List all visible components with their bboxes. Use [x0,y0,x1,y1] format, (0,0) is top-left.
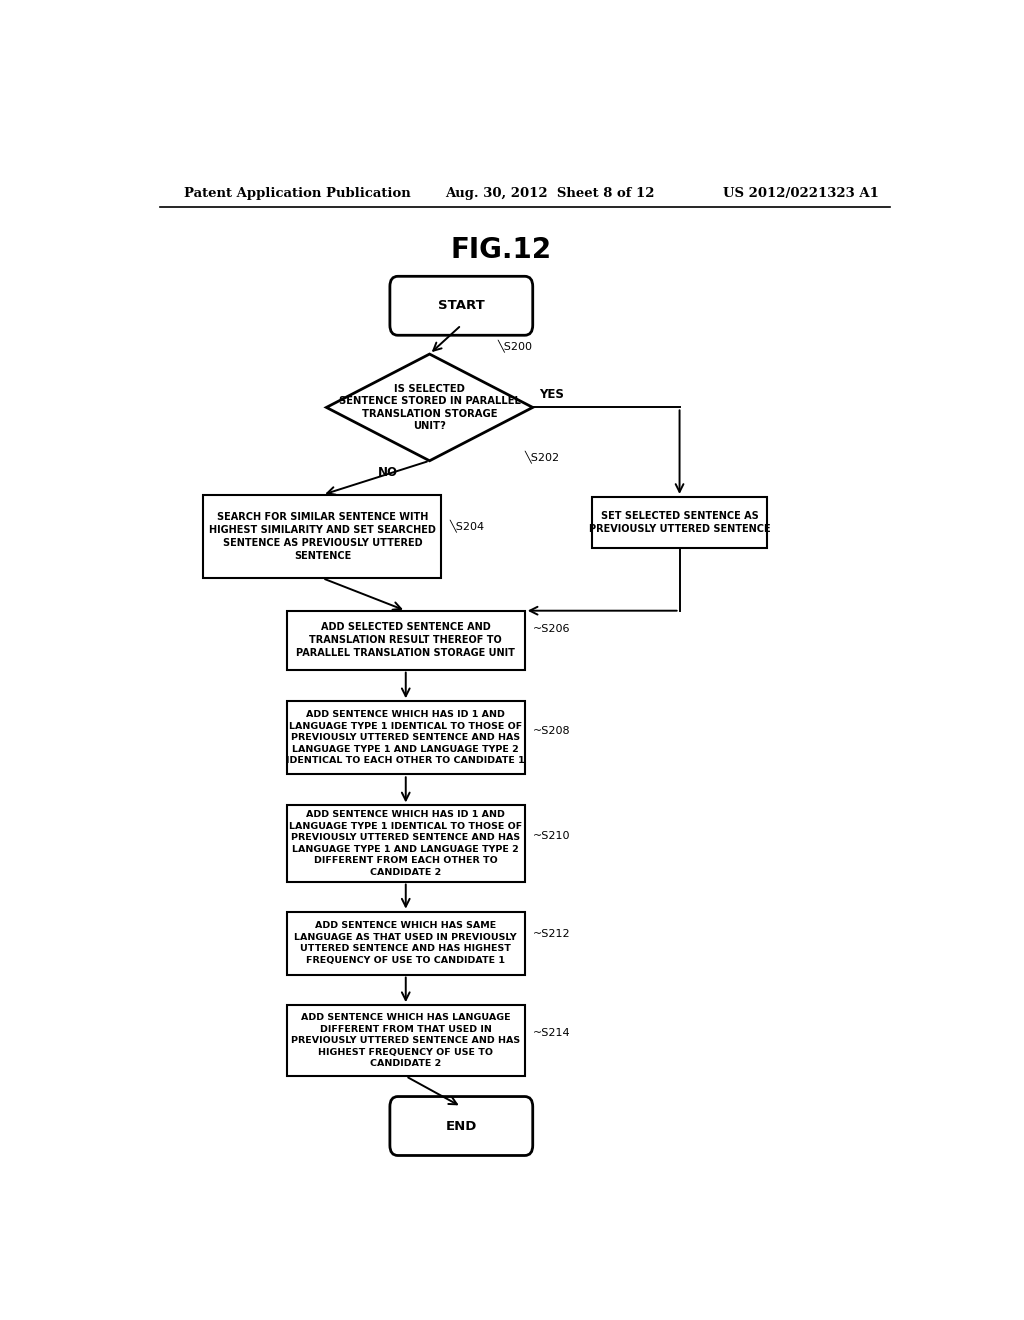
Text: SEARCH FOR SIMILAR SENTENCE WITH
HIGHEST SIMILARITY AND SET SEARCHED
SENTENCE AS: SEARCH FOR SIMILAR SENTENCE WITH HIGHEST… [209,512,436,561]
Bar [287,611,525,669]
Text: ~S206: ~S206 [532,624,570,634]
Text: ╲S202: ╲S202 [524,450,560,463]
Bar [287,805,525,882]
Text: SET SELECTED SENTENCE AS
PREVIOUSLY UTTERED SENTENCE: SET SELECTED SENTENCE AS PREVIOUSLY UTTE… [589,511,770,533]
Text: IS SELECTED
SENTENCE STORED IN PARALLEL
TRANSLATION STORAGE
UNIT?: IS SELECTED SENTENCE STORED IN PARALLEL … [339,384,520,432]
Text: ADD SENTENCE WHICH HAS LANGUAGE
DIFFERENT FROM THAT USED IN
PREVIOUSLY UTTERED S: ADD SENTENCE WHICH HAS LANGUAGE DIFFEREN… [291,1014,520,1068]
Text: ~S214: ~S214 [532,1027,570,1038]
Bar [204,495,441,578]
Bar [287,1005,525,1076]
Text: ~S208: ~S208 [532,726,570,735]
Text: ~S210: ~S210 [532,830,570,841]
Text: FIG.12: FIG.12 [451,236,552,264]
Text: ╲S204: ╲S204 [450,520,484,532]
FancyBboxPatch shape [390,1097,532,1155]
Text: ADD SENTENCE WHICH HAS ID 1 AND
LANGUAGE TYPE 1 IDENTICAL TO THOSE OF
PREVIOUSLY: ADD SENTENCE WHICH HAS ID 1 AND LANGUAGE… [289,810,522,876]
Text: US 2012/0221323 A1: US 2012/0221323 A1 [723,187,879,201]
Text: Patent Application Publication: Patent Application Publication [183,187,411,201]
Text: Aug. 30, 2012  Sheet 8 of 12: Aug. 30, 2012 Sheet 8 of 12 [445,187,655,201]
Text: ╲S200: ╲S200 [497,339,532,351]
Text: ADD SENTENCE WHICH HAS ID 1 AND
LANGUAGE TYPE 1 IDENTICAL TO THOSE OF
PREVIOUSLY: ADD SENTENCE WHICH HAS ID 1 AND LANGUAGE… [287,710,525,766]
Bar [287,701,525,775]
Text: ADD SENTENCE WHICH HAS SAME
LANGUAGE AS THAT USED IN PREVIOUSLY
UTTERED SENTENCE: ADD SENTENCE WHICH HAS SAME LANGUAGE AS … [295,921,517,965]
Text: ~S212: ~S212 [532,929,570,939]
Text: YES: YES [539,388,564,401]
Text: END: END [445,1119,477,1133]
Text: NO: NO [378,466,398,479]
Polygon shape [327,354,532,461]
Bar [592,496,767,548]
Bar [287,912,525,974]
Text: ADD SELECTED SENTENCE AND
TRANSLATION RESULT THEREOF TO
PARALLEL TRANSLATION STO: ADD SELECTED SENTENCE AND TRANSLATION RE… [296,622,515,657]
Text: START: START [438,300,484,313]
FancyBboxPatch shape [390,276,532,335]
